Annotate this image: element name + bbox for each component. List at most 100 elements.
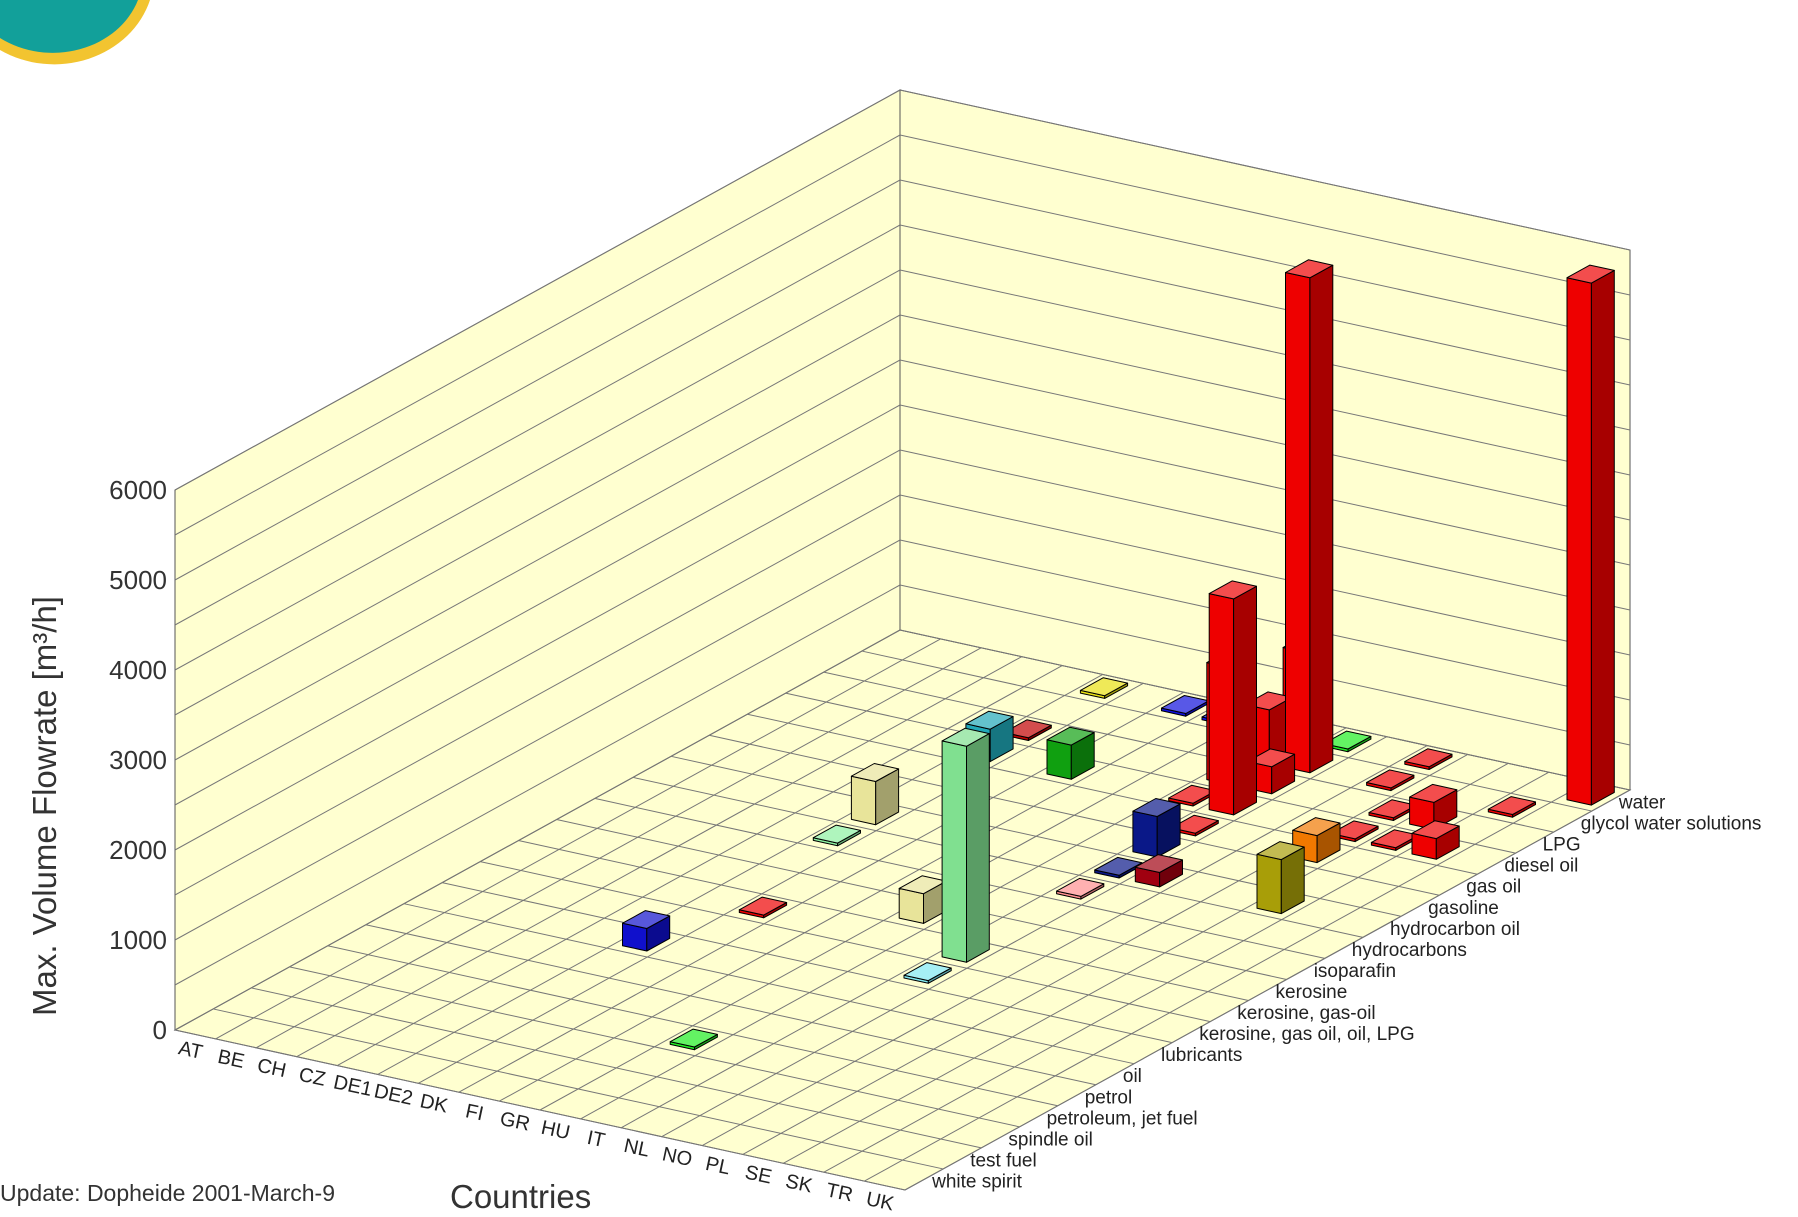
bar-DK-kerosine-gas-oil bbox=[738, 896, 788, 919]
z-tick-label: isoparafin bbox=[1314, 961, 1396, 982]
y-tick-label: 5000 bbox=[109, 565, 167, 595]
bar-SK-hydrocarbon-oil bbox=[1256, 841, 1305, 915]
bar-NL-kerosine-gas-oil bbox=[941, 727, 990, 963]
x-axis-label: Countries bbox=[450, 1178, 591, 1215]
bar-side-face bbox=[966, 733, 990, 963]
bar-NL-gasoline bbox=[1132, 798, 1181, 858]
z-tick-label: glycol water solutions bbox=[1581, 814, 1762, 835]
bar-DE2-LPG bbox=[1003, 719, 1052, 741]
z-tick-label: kerosine bbox=[1276, 982, 1348, 1003]
bar-top-face bbox=[1094, 856, 1143, 876]
gridline-floor-fluid bbox=[174, 1029, 906, 1191]
gridline-floor-fluid bbox=[403, 903, 1135, 1065]
z-tick-label: water bbox=[1618, 793, 1666, 814]
gridline-floor-country bbox=[296, 656, 1022, 1058]
gridline-left-wall bbox=[174, 584, 901, 986]
bar-NL-hydrocarbons bbox=[1056, 877, 1105, 900]
gridline-back-wall bbox=[899, 584, 1631, 746]
bar-top-face bbox=[1404, 748, 1453, 768]
bar-top-face bbox=[1003, 719, 1052, 739]
gridline-floor-country bbox=[499, 700, 1225, 1102]
z-tick-label: hydrocarbon oil bbox=[1390, 919, 1520, 940]
bar-top-face bbox=[941, 727, 990, 747]
gridline-left-wall bbox=[174, 269, 901, 671]
bar-DE2-hydrocarbons bbox=[812, 824, 861, 847]
z-tick-label: white spirit bbox=[931, 1172, 1022, 1193]
gridline-floor-fluid bbox=[747, 713, 1478, 875]
gridline-floor-country bbox=[255, 647, 982, 1049]
gridline-floor-country bbox=[742, 754, 1469, 1155]
x-tick-label: DE1 bbox=[331, 1071, 374, 1101]
gridline-back-wall bbox=[899, 359, 1631, 521]
bar-front-face bbox=[941, 740, 967, 963]
x-tick-label: UK bbox=[864, 1188, 896, 1215]
gridline-left-wall bbox=[174, 134, 901, 536]
gridline-floor-fluid bbox=[213, 1008, 944, 1170]
gridline-floor-country bbox=[336, 665, 1063, 1066]
bar-top-face bbox=[1056, 877, 1105, 897]
x-tick-label: NO bbox=[660, 1143, 694, 1171]
bar-NO-hydrocarbon-oil bbox=[1134, 854, 1183, 888]
bar-top-face bbox=[1409, 783, 1458, 803]
bar-front-face bbox=[850, 775, 877, 826]
z-tick-label: spindle oil bbox=[1008, 1129, 1093, 1150]
bar-top-face bbox=[1366, 769, 1415, 789]
x-tick-label: DE2 bbox=[372, 1080, 415, 1110]
chart-bars bbox=[622, 259, 1615, 1051]
bar-front-face bbox=[1256, 853, 1282, 915]
gridline-left-wall bbox=[174, 179, 901, 581]
bar-top-face bbox=[812, 824, 861, 844]
bar-PL-water bbox=[1404, 748, 1453, 770]
gridline-back-wall bbox=[899, 179, 1631, 341]
bar-PL-glycol-water-solutions bbox=[1366, 769, 1415, 792]
z-tick-label: LPG bbox=[1543, 835, 1581, 856]
gridline-floor-fluid bbox=[632, 776, 1364, 938]
gridline-floor-country bbox=[215, 638, 941, 1040]
x-tick-label: CH bbox=[255, 1055, 288, 1083]
gridline-floor-fluid bbox=[251, 987, 982, 1149]
bar-side-face bbox=[1233, 585, 1257, 816]
x-tick-label: GR bbox=[498, 1108, 532, 1136]
bar-top-face bbox=[1323, 730, 1372, 750]
x-tick-label: BE bbox=[216, 1046, 247, 1073]
bar-top-face bbox=[1566, 264, 1615, 284]
x-tick-label: TR bbox=[824, 1179, 855, 1206]
gridline-left-wall bbox=[174, 314, 901, 716]
z-tick-label: petroleum, jet fuel bbox=[1047, 1108, 1198, 1129]
bar-top-face bbox=[738, 896, 788, 916]
bar-top-face bbox=[903, 962, 952, 982]
bar-top-face bbox=[1134, 854, 1183, 873]
bar-top-face bbox=[669, 1028, 718, 1048]
z-tick-label: petrol bbox=[1085, 1087, 1133, 1108]
bar-top-face bbox=[1411, 820, 1460, 840]
bar-front-face bbox=[1285, 272, 1311, 774]
gridline-floor-fluid bbox=[289, 966, 1020, 1128]
bar-DE2-lubricants bbox=[622, 910, 671, 952]
bar-top-face bbox=[1079, 677, 1129, 697]
gridline-back-wall bbox=[899, 134, 1631, 296]
z-tick-label: test fuel bbox=[970, 1150, 1037, 1171]
z-tick-label: oil bbox=[1123, 1066, 1142, 1087]
gridline-left-wall bbox=[174, 539, 901, 941]
y-tick-label: 4000 bbox=[109, 655, 167, 685]
gridline-left-wall bbox=[174, 449, 901, 851]
gridline-floor-country bbox=[418, 682, 1144, 1084]
bar-top-face bbox=[1170, 814, 1219, 834]
bar-SK-LPG bbox=[1409, 783, 1458, 830]
z-tick-label: lubricants bbox=[1161, 1045, 1242, 1066]
z-tick-label: diesel oil bbox=[1504, 856, 1578, 877]
y-axis-label: Max. Volume Flowrate [m³/h] bbox=[26, 596, 63, 1016]
bar-FI-diesel-oil bbox=[1046, 726, 1095, 780]
gridline-back-wall bbox=[899, 224, 1631, 386]
x-tick-label: FI bbox=[463, 1100, 485, 1125]
gridline-floor-fluid bbox=[327, 945, 1058, 1107]
gridline-back-wall bbox=[899, 449, 1631, 611]
bar-top-face bbox=[1487, 796, 1536, 815]
gridline-back-wall bbox=[899, 89, 1631, 251]
gridline-floor-fluid bbox=[709, 734, 1440, 896]
z-tick-label: kerosine, gas-oil bbox=[1237, 1003, 1375, 1024]
x-tick-label: AT bbox=[176, 1037, 204, 1064]
bar-side-face bbox=[1309, 264, 1334, 774]
y-tick-label: 0 bbox=[153, 1015, 167, 1045]
bar-NL-diesel-oil bbox=[1208, 580, 1257, 816]
